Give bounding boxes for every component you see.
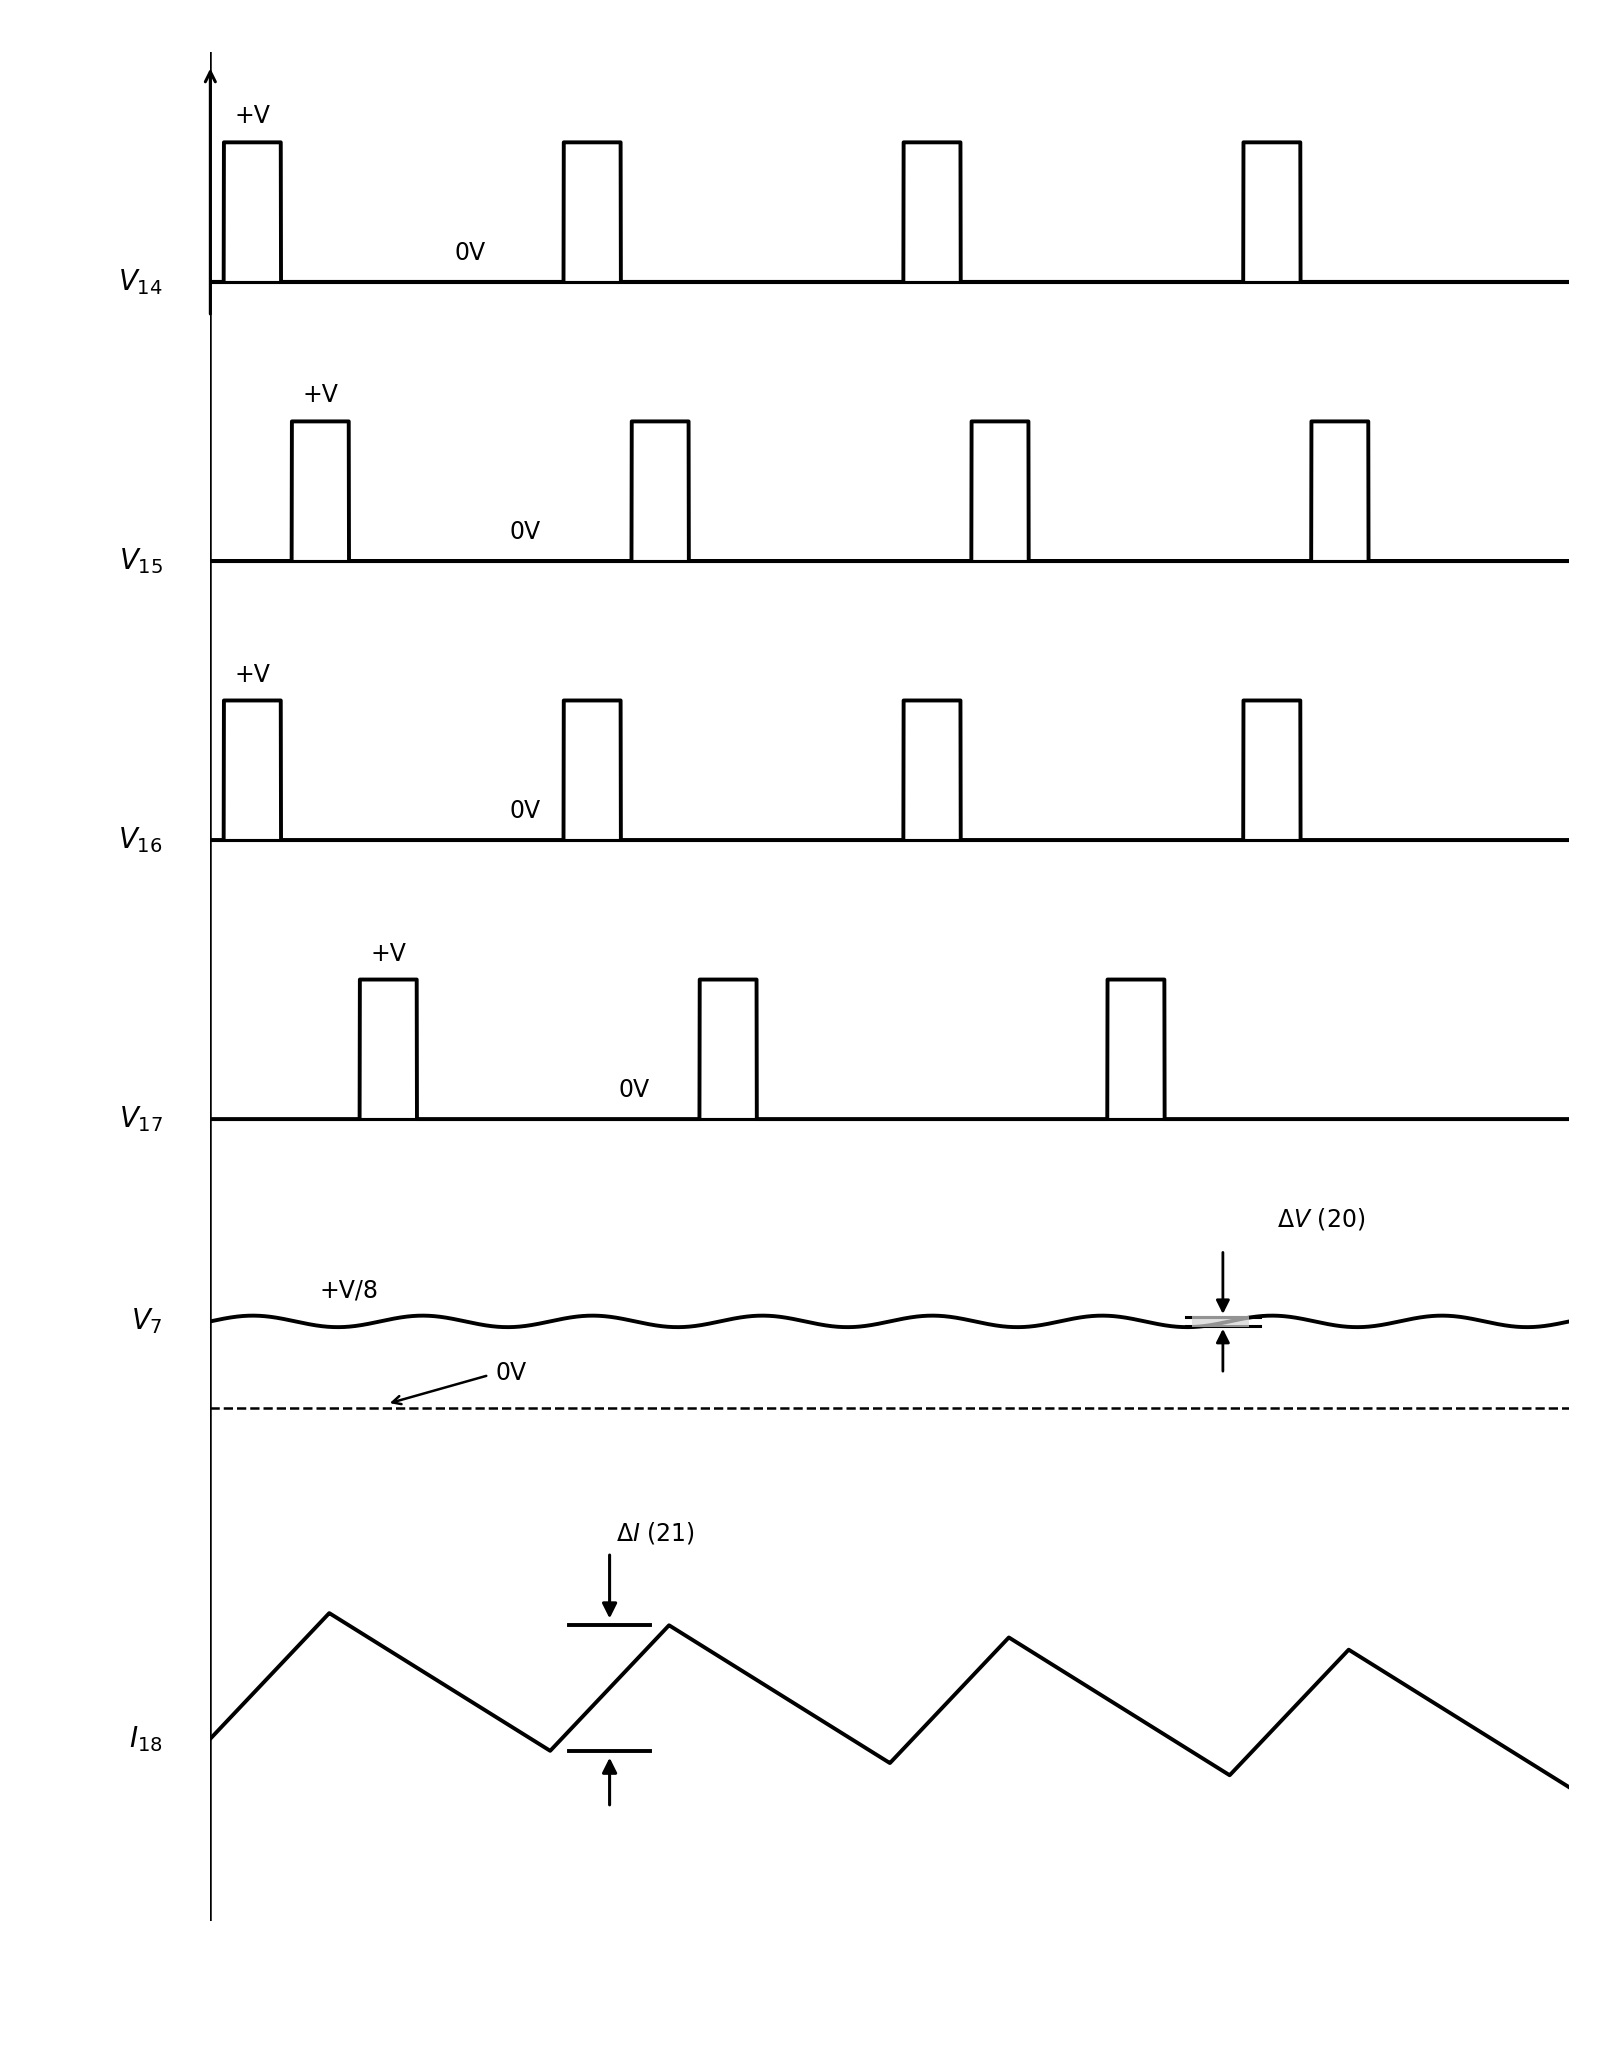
Text: +V/8: +V/8	[319, 1279, 379, 1302]
Text: 0V: 0V	[455, 242, 485, 264]
Text: $V_7$: $V_7$	[131, 1306, 163, 1337]
Text: 0V: 0V	[618, 1078, 649, 1103]
Text: $I_{18}$: $I_{18}$	[129, 1723, 163, 1754]
Bar	[1191, 1316, 1249, 1326]
Text: +V: +V	[235, 663, 270, 686]
Text: 0V: 0V	[510, 800, 540, 822]
Text: $V_{16}$: $V_{16}$	[118, 824, 163, 855]
Text: 0V: 0V	[510, 521, 540, 543]
Text: $V_{14}$: $V_{14}$	[118, 267, 163, 298]
Text: $\Delta V$ (20): $\Delta V$ (20)	[1277, 1207, 1366, 1231]
Text: +V: +V	[371, 942, 406, 965]
Text: $\Delta I$ (21): $\Delta I$ (21)	[616, 1519, 696, 1545]
Text: $V_{17}$: $V_{17}$	[118, 1103, 163, 1134]
Text: $V_{15}$: $V_{15}$	[118, 545, 163, 576]
Text: +V: +V	[303, 384, 338, 407]
Text: +V: +V	[235, 105, 270, 128]
Text: 0V: 0V	[495, 1361, 527, 1384]
